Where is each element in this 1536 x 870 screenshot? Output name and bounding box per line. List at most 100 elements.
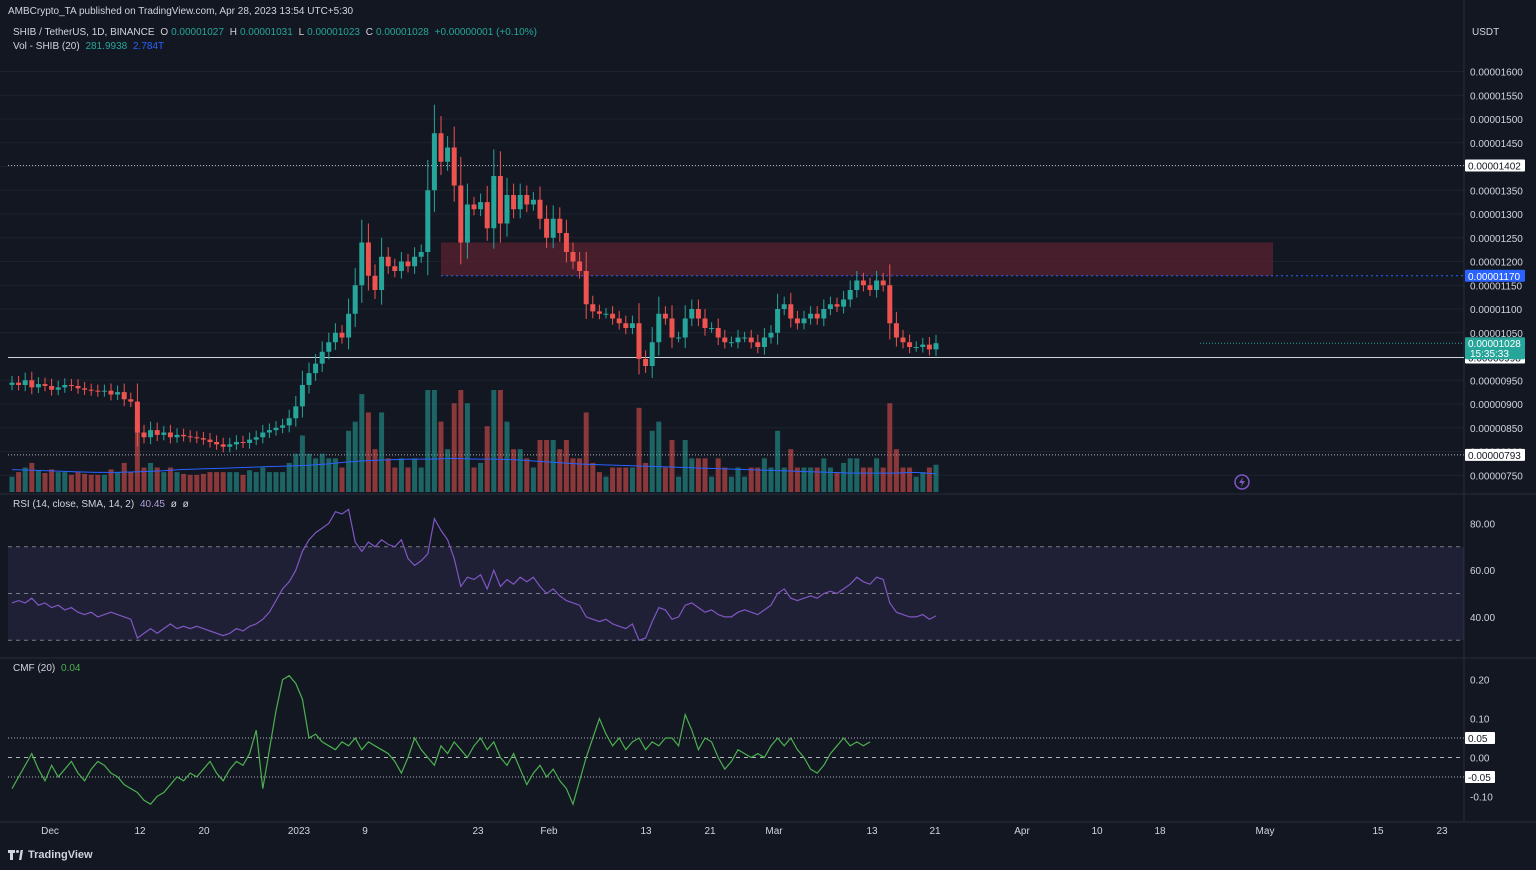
candle-body xyxy=(728,342,734,344)
candle-body xyxy=(464,204,470,243)
candle xyxy=(405,253,411,273)
time-tick-label: 10 xyxy=(1091,826,1103,837)
candle-body xyxy=(557,218,563,233)
candle xyxy=(801,310,807,330)
volume-bar xyxy=(728,476,734,492)
volume-bar xyxy=(702,458,708,492)
candle xyxy=(332,323,338,350)
volume-bars xyxy=(9,390,939,492)
candle-body xyxy=(748,337,754,343)
volume-bar xyxy=(253,472,259,492)
volume-bar xyxy=(841,462,847,492)
volume-bar xyxy=(280,472,286,492)
replay-icon[interactable] xyxy=(1234,474,1250,490)
candle-body xyxy=(610,313,616,319)
candle xyxy=(293,395,299,427)
candle-body xyxy=(775,309,781,333)
cmf-level-tag xyxy=(1465,732,1495,744)
volume-bar xyxy=(398,458,404,492)
volume-bar xyxy=(834,472,840,492)
candle xyxy=(471,196,477,216)
candle-body xyxy=(148,430,154,438)
candle xyxy=(616,310,622,330)
volume-bar xyxy=(42,473,48,492)
candle xyxy=(728,336,734,347)
candle-body xyxy=(227,444,233,447)
volume-label[interactable]: Vol - SHIB (20) xyxy=(13,41,80,52)
volume-bar xyxy=(82,473,88,492)
candle-body xyxy=(359,242,365,286)
high-label: H xyxy=(229,27,237,38)
candle xyxy=(266,423,272,438)
tradingview-branding[interactable]: TradingView xyxy=(8,849,93,861)
price-tick-label: 0.00001150 xyxy=(1470,281,1523,292)
volume-bar xyxy=(827,467,833,492)
candle-body xyxy=(220,444,226,447)
candle-body xyxy=(893,323,899,338)
volume-bar xyxy=(530,467,536,492)
candle-body xyxy=(88,389,94,391)
candle-body xyxy=(656,313,662,343)
price-level-tag xyxy=(1465,159,1525,172)
volume-bar xyxy=(181,473,187,492)
candle xyxy=(148,421,154,445)
time-axis[interactable]: Dec 12 20 2023 9 23 Feb 13 21 Mar 13 21 Apr 10 18 May 15… xyxy=(41,826,1448,837)
candle-body xyxy=(458,185,464,243)
volume-bar xyxy=(359,394,365,492)
candle-body xyxy=(280,425,286,428)
candle-body xyxy=(478,202,484,210)
cmf-label[interactable]: CMF (20) xyxy=(13,663,56,674)
volume-bar xyxy=(425,390,431,492)
candle-body xyxy=(689,309,695,319)
rsi-label[interactable]: RSI (14, close, SMA, 14, 2) xyxy=(13,499,135,510)
candle-body xyxy=(326,342,332,352)
volume-bar xyxy=(431,390,437,492)
volume-bar xyxy=(412,458,418,492)
candle xyxy=(365,223,371,291)
price-tick-label: 0.00001200 xyxy=(1470,258,1523,269)
price-tick-label: 0.00000850 xyxy=(1470,424,1523,435)
volume-bar xyxy=(689,458,695,492)
candle-body xyxy=(827,304,833,309)
candle xyxy=(880,272,886,292)
candle xyxy=(128,392,134,408)
candle xyxy=(445,136,451,171)
volume-bar xyxy=(590,462,596,492)
candle-body xyxy=(649,342,655,366)
volume-bar xyxy=(313,458,319,492)
volume-bar xyxy=(643,462,649,492)
candle xyxy=(385,247,391,274)
volume-bar xyxy=(339,467,345,492)
volume-bar xyxy=(874,458,880,492)
candle-body xyxy=(352,285,358,314)
volume-bar xyxy=(372,449,378,492)
candle xyxy=(610,306,616,325)
candle-body xyxy=(108,390,114,395)
volume-bar xyxy=(161,472,167,492)
candle-body xyxy=(260,432,266,438)
volume-bar xyxy=(299,435,305,492)
volume-bar xyxy=(524,458,530,492)
candle-body xyxy=(299,385,305,407)
symbol-label[interactable]: SHIB / TetherUS, 1D, BINANCE xyxy=(13,27,155,38)
time-tick-label: Feb xyxy=(540,826,558,837)
candle-body xyxy=(577,261,583,271)
volume-bar xyxy=(497,390,503,492)
price-tick-label: 0.00000950 xyxy=(1470,376,1523,387)
candle xyxy=(108,383,114,401)
candle-body xyxy=(768,332,774,338)
price-axis[interactable]: USDT 0.00001600 0.00001550 0.00001500 0.0000… xyxy=(1200,27,1525,482)
candle xyxy=(464,183,470,259)
candle-body xyxy=(643,358,649,366)
candle xyxy=(379,237,385,305)
volume-bar xyxy=(570,458,576,492)
candle xyxy=(478,193,484,217)
volume-bar xyxy=(893,449,899,492)
candle-body xyxy=(709,328,715,329)
candle-body xyxy=(16,382,22,385)
candle xyxy=(181,428,187,442)
candle xyxy=(306,362,312,394)
volume-bar xyxy=(491,390,497,492)
price-tick-label: 0.00000900 xyxy=(1470,400,1523,411)
